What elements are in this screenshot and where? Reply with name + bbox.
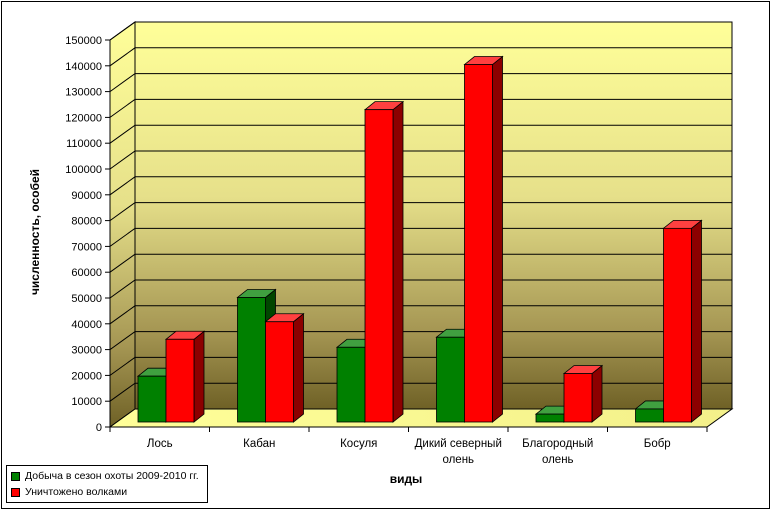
x-category-label: Лось: [147, 438, 173, 450]
bar-side: [293, 312, 304, 423]
gridline: [109, 331, 732, 351]
y-tick-labels: 0 10000 20000 30000 40000 50000 60000 70000 8000…: [65, 35, 102, 434]
y-tick-label: 140000: [65, 61, 102, 73]
y-tick-label: 0: [96, 422, 102, 434]
back-wall: [134, 21, 733, 410]
gridline: [109, 356, 732, 376]
y-tick-label: 110000: [66, 138, 102, 150]
y-tick-label: 130000: [65, 87, 102, 99]
gridline: [109, 227, 732, 247]
axes: [109, 40, 708, 432]
legend-item-harvest: Добыча в сезон охоты 2009-2010 гг.: [11, 468, 203, 484]
gridline: [109, 176, 732, 196]
gridlines: [105, 21, 732, 428]
bar-side: [392, 100, 404, 423]
bar-side: [691, 219, 702, 423]
legend: Добыча в сезон охоты 2009-2010 гг. Уничт…: [6, 465, 208, 503]
y-tick-label: 80000: [71, 216, 102, 228]
bar: [265, 321, 294, 423]
x-axis-title: виды: [390, 472, 423, 486]
x-category-label: Бобр: [644, 438, 671, 450]
y-tick-label: 40000: [71, 319, 102, 331]
bar: [663, 227, 692, 423]
gridline: [109, 202, 732, 222]
x-category-labels: Лось Кабан Косуля Дикий северный олень Благор…: [147, 438, 671, 466]
gridline: [109, 382, 732, 402]
y-tick-label: 70000: [71, 241, 102, 253]
x-category-label: Косуля: [340, 438, 377, 450]
bar: [563, 373, 593, 423]
x-category-label: Дикий северный: [415, 438, 502, 450]
bars: [136, 55, 703, 423]
y-tick-label: 120000: [65, 112, 102, 124]
bar-side: [193, 330, 205, 423]
bar: [364, 109, 394, 423]
legend-label-wolves: Уничтожено волками: [25, 486, 128, 498]
x-category-label: олень: [442, 454, 474, 466]
bar: [535, 413, 565, 423]
gridline: [109, 150, 732, 170]
legend-label-harvest: Добыча в сезон охоты 2009-2010 гг.: [25, 470, 199, 482]
bar: [436, 336, 465, 423]
gridline: [109, 73, 732, 93]
bar-side: [591, 364, 603, 423]
gridline: [109, 98, 732, 118]
gridline: [109, 47, 732, 67]
bar: [635, 408, 664, 423]
y-tick-label: 100000: [65, 164, 102, 176]
y-tick-label: 10000: [71, 396, 102, 408]
y-axis-title: численность, особей: [28, 169, 42, 295]
gridline: [109, 305, 732, 325]
y-tick-label: 20000: [71, 370, 102, 382]
bar: [336, 346, 366, 423]
y-tick-label: 30000: [71, 345, 102, 357]
x-category-label: олень: [542, 454, 574, 466]
x-category-label: Благородный: [522, 438, 593, 450]
legend-item-wolves: Уничтожено волками: [11, 484, 203, 500]
bar-side: [492, 55, 503, 423]
gridline: [109, 21, 732, 41]
y-tick-label: 60000: [71, 267, 102, 279]
gridline: [109, 253, 732, 273]
y-tick-label: 50000: [71, 293, 102, 305]
bar: [237, 297, 266, 423]
bar: [464, 64, 493, 423]
legend-swatch-harvest: [11, 471, 20, 481]
y-tick-label: 90000: [71, 190, 102, 202]
bar: [137, 375, 167, 423]
gridline: [109, 279, 732, 299]
legend-swatch-wolves: [11, 487, 20, 497]
gridline: [109, 124, 732, 144]
bar: [165, 338, 195, 423]
y-tick-label: 150000: [65, 35, 102, 47]
x-category-label: Кабан: [243, 438, 275, 450]
